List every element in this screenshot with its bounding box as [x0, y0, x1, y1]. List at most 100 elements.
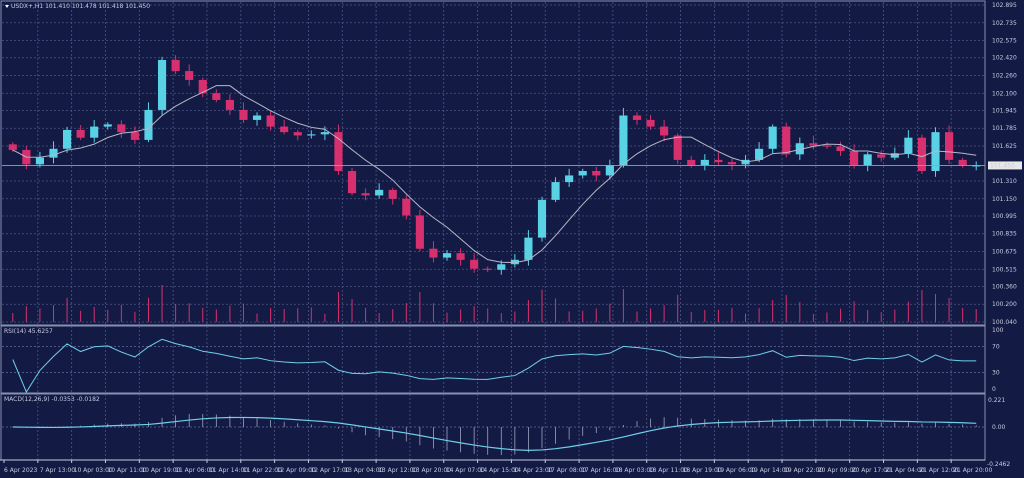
- candle-down: [850, 151, 859, 166]
- candle-down: [225, 99, 234, 110]
- price-tick-label: 102.575: [992, 38, 1017, 45]
- time-tick-label: 12 Apr 09:00: [277, 467, 316, 474]
- candle-up: [497, 264, 506, 270]
- candle-down: [483, 268, 492, 270]
- time-tick-label: 10 Apr 03:00: [74, 467, 113, 474]
- price-tick-label: 100.200: [992, 301, 1017, 308]
- candle-down: [592, 170, 601, 176]
- candle-up: [103, 124, 112, 127]
- candle-down: [456, 253, 465, 260]
- macd-tick-label: 0.221: [988, 397, 1005, 404]
- candle-up: [144, 109, 153, 140]
- time-tick-label: 19 Apr 06:00: [716, 467, 755, 474]
- price-tick-label: 100.360: [992, 283, 1017, 290]
- candle-up: [90, 126, 99, 138]
- price-tick-label: 102.100: [992, 90, 1017, 97]
- candle-down: [714, 159, 723, 163]
- moving-average-line: [12, 85, 977, 264]
- candle-up: [442, 253, 452, 258]
- candle-up: [890, 153, 899, 158]
- candle-up: [35, 157, 44, 165]
- candle-down: [429, 248, 438, 258]
- current-price-label: 101.450: [990, 162, 1015, 169]
- candle-up: [510, 259, 519, 265]
- candle-down: [361, 193, 370, 196]
- price-tick-label: 100.835: [992, 231, 1017, 238]
- candle-down: [402, 198, 411, 216]
- price-tick-label: 101.625: [992, 143, 1017, 150]
- price-tick-label: 102.420: [992, 55, 1017, 62]
- macd-signal-line: [12, 416, 977, 451]
- rsi-panel-frame: [0, 325, 986, 394]
- candle-down: [117, 124, 126, 133]
- candle-up: [578, 170, 587, 176]
- macd-tick-label: 0.00: [992, 424, 1006, 431]
- price-tick-label: 102.260: [992, 73, 1017, 80]
- current-price-badge: [988, 161, 1022, 170]
- candle-up: [904, 137, 913, 154]
- candle-up: [62, 129, 72, 149]
- main-panel-frame: [0, 0, 986, 326]
- candle-down: [687, 159, 696, 166]
- candle-down: [660, 126, 669, 136]
- candle-up: [619, 115, 628, 166]
- rsi-label: RSI(14) 45.6257: [4, 328, 53, 335]
- candle-down: [822, 145, 832, 147]
- time-tick-label: 13 Apr 20:00: [412, 467, 451, 474]
- candle-down: [415, 215, 424, 249]
- time-tick-label: 11 Apr 22:00: [243, 467, 282, 474]
- rsi-tick-label: 30: [992, 370, 1000, 377]
- candle-up: [768, 126, 777, 149]
- price-tick-label: 100.675: [992, 248, 1017, 255]
- time-tick-label: 6 Apr 2023: [4, 467, 37, 474]
- candle-down: [239, 109, 248, 120]
- macd-label: MACD(12,26,9) -0.0353 -0.0182: [4, 396, 100, 403]
- candle-up: [972, 165, 981, 167]
- candle-down: [782, 126, 791, 155]
- candle-down: [185, 71, 194, 80]
- candle-up: [605, 165, 614, 176]
- time-tick-label: 11 Apr 06:00: [175, 467, 214, 474]
- candle-up: [49, 148, 58, 158]
- time-tick-label: 10 Apr 11:00: [107, 467, 146, 474]
- time-tick-label: 20 Apr 17:00: [852, 467, 891, 474]
- candle-up: [157, 59, 167, 110]
- candle-down: [130, 132, 139, 140]
- price-tick-label: 100.515: [992, 266, 1017, 273]
- time-tick-label: 10 Apr 19:00: [141, 467, 180, 474]
- price-tick-label: 101.945: [992, 107, 1017, 114]
- time-tick-label: 11 Apr 14:00: [209, 467, 248, 474]
- candle-down: [917, 137, 927, 171]
- candle-up: [565, 175, 574, 183]
- candle-up: [931, 132, 940, 171]
- time-tick-label: 14 Apr 23:00: [513, 467, 552, 474]
- time-tick-label: 19 Apr 14:00: [750, 467, 789, 474]
- time-tick-label: 18 Apr 19:00: [683, 467, 722, 474]
- candle-down: [632, 115, 642, 120]
- candle-up: [863, 154, 872, 166]
- candle-down: [470, 259, 479, 269]
- time-tick-label: 18 Apr 11:00: [649, 467, 688, 474]
- price-tick-label: 101.150: [992, 196, 1017, 203]
- price-tick-label: 101.310: [992, 178, 1017, 185]
- candle-down: [334, 132, 343, 171]
- candle-up: [551, 182, 560, 200]
- candle-up: [307, 134, 316, 136]
- candle-up: [537, 199, 547, 238]
- rsi-tick-label: 100: [992, 327, 1004, 334]
- time-tick-label: 7 Apr 13:00: [40, 467, 75, 474]
- candle-down: [76, 129, 85, 138]
- candle-down: [347, 170, 357, 194]
- candle-up: [795, 143, 804, 155]
- candle-down: [945, 132, 954, 160]
- price-tick-label: 102.735: [992, 20, 1017, 27]
- candle-down: [293, 132, 302, 136]
- rsi-tick-label: 70: [992, 344, 1000, 351]
- candle-down: [877, 154, 886, 158]
- dropdown-triangle-icon: [5, 5, 9, 8]
- candle-down: [958, 159, 967, 166]
- time-tick-label: 14 Apr 07:00: [446, 467, 485, 474]
- candle-down: [836, 146, 845, 152]
- rsi-line: [12, 338, 977, 394]
